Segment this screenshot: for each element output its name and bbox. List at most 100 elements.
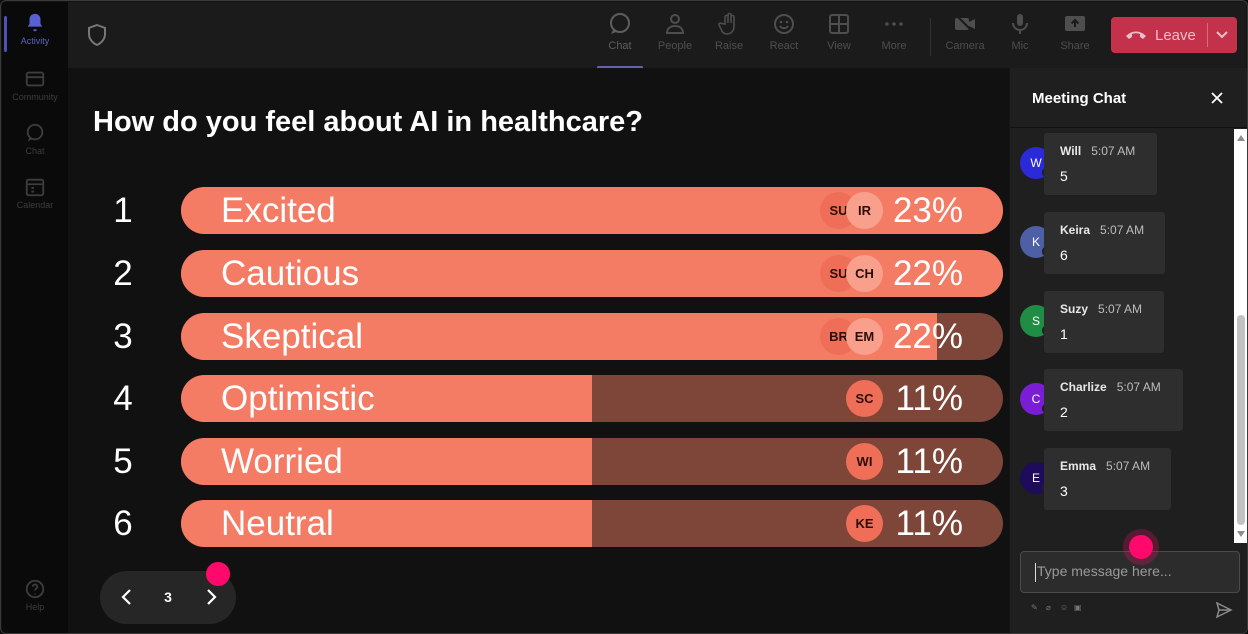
toolbar-people-button[interactable]: People [650, 12, 700, 62]
poll-option-rank: 4 [113, 378, 133, 418]
avatar-initial: S [1031, 314, 1040, 328]
poll-option-rank: 3 [113, 316, 133, 356]
chevron-down-icon[interactable] [1215, 29, 1229, 41]
attach-icon[interactable]: ⌀ [1046, 603, 1051, 612]
toolbar-share-button[interactable]: Share [1050, 12, 1100, 62]
toolbar-react-button[interactable]: React [759, 12, 809, 62]
page-number: 3 [164, 589, 172, 605]
meeting-toolbar: Chat People Raise React View More Camera [68, 2, 1246, 69]
community-icon [25, 71, 45, 87]
click-indicator-dot [1129, 535, 1153, 559]
message-sender: Keira [1060, 223, 1091, 237]
poll-option-percent: 23% [892, 190, 963, 230]
rail-item-activity[interactable]: Activity [2, 12, 68, 62]
poll-option-label: Worried [221, 441, 343, 481]
scroll-down-arrow[interactable] [1237, 531, 1245, 537]
poll-option-bar-fill [181, 500, 592, 547]
message-timestamp: 5:07 AM [1106, 459, 1151, 473]
format-icon[interactable]: ✎ [1031, 603, 1038, 612]
toolbar-label: Mic [1011, 40, 1029, 52]
message-text: 1 [1060, 326, 1068, 342]
message-text: 6 [1060, 247, 1068, 263]
message-bubble[interactable]: Will 5:07 AM 5 [1044, 133, 1157, 195]
send-icon[interactable] [1215, 601, 1233, 619]
message-sender: Suzy [1060, 302, 1089, 316]
help-icon [25, 579, 45, 599]
poll-option-percent: 22% [892, 316, 963, 356]
chat-header: Meeting Chat [1010, 68, 1247, 128]
toolbar-raise-button[interactable]: Raise [704, 12, 754, 62]
toolbar-mic-button[interactable]: Mic [995, 12, 1045, 62]
avatar-initial: C [1031, 392, 1041, 406]
poll-option-bar: Cautious SU CH 22% [181, 250, 1003, 297]
poll-option-label: Excited [221, 190, 336, 230]
voter-avatar: SC [846, 380, 883, 417]
poll-option-percent: 11% [895, 378, 963, 418]
mic-icon [1012, 14, 1028, 34]
poll-option-row: 2 Cautious SU CH 22% [93, 250, 1008, 297]
more-icon [885, 22, 903, 26]
toolbar-more-button[interactable]: More [869, 12, 919, 62]
share-icon [1065, 16, 1085, 31]
poll-option-row: 3 Skeptical BR EM 22% [93, 313, 1008, 360]
rail-item-chat[interactable]: Chat [2, 122, 68, 172]
poll-option-bar-fill [181, 438, 592, 485]
voter-avatar: IR [846, 192, 883, 229]
avatar-initial: W [1030, 156, 1042, 170]
calendar-icon [25, 178, 45, 197]
poll-option-row: 5 Worried WI 11% [93, 438, 1008, 485]
message-sender: Charlize [1060, 380, 1107, 394]
chevron-left-icon[interactable] [117, 587, 137, 607]
poll-option-bar: Excited SU IR 23% [181, 187, 1003, 234]
shield-icon[interactable] [87, 24, 107, 46]
emoji-icon[interactable]: ☺ [1060, 603, 1069, 612]
scroll-thumb[interactable] [1237, 315, 1245, 525]
message-bubble[interactable]: Emma 5:07 AM 3 [1044, 448, 1171, 510]
chat-title: Meeting Chat [1032, 90, 1127, 107]
poll-option-row: 1 Excited SU IR 23% [93, 187, 1008, 234]
poll-option-percent: 22% [892, 253, 963, 293]
voter-avatar: EM [846, 318, 883, 355]
message-bubble[interactable]: Suzy 5:07 AM 1 [1044, 291, 1164, 353]
message-text: 2 [1060, 404, 1068, 420]
message-timestamp: 5:07 AM [1116, 380, 1161, 394]
toolbar-label: Chat [608, 40, 632, 52]
chat-scrollbar[interactable] [1234, 129, 1247, 543]
toolbar-label: View [827, 40, 851, 52]
rail-item-calendar[interactable]: Calendar [2, 176, 68, 226]
rail-item-help[interactable]: Help [2, 578, 68, 628]
close-icon[interactable] [1210, 91, 1224, 105]
poll-option-rank: 5 [113, 441, 133, 481]
poll-option-bar-fill [181, 313, 938, 360]
poll-option-label: Neutral [221, 503, 334, 543]
toolbar-chat-button[interactable]: Chat [595, 12, 645, 69]
people-icon [665, 14, 685, 34]
bell-icon [27, 13, 43, 32]
toolbar-label: Camera [945, 40, 985, 52]
meeting-chat-panel: Meeting Chat W Will 5:07 AM 5 K Keira 5:07 AM 6… [1010, 68, 1247, 633]
scroll-up-arrow[interactable] [1237, 135, 1245, 141]
toolbar-label: React [769, 40, 799, 52]
poll-option-row: 4 Optimistic SC 11% [93, 375, 1008, 422]
voter-avatar: CH [846, 255, 883, 292]
leave-divider [1207, 23, 1208, 47]
toolbar-label: Raise [714, 40, 744, 52]
chevron-right-icon[interactable] [201, 587, 221, 607]
toolbar-view-button[interactable]: View [814, 12, 864, 62]
rail-item-label: Calendar [16, 200, 54, 210]
rail-item-community[interactable]: Community [2, 68, 68, 118]
message-bubble[interactable]: Charlize 5:07 AM 2 [1044, 369, 1183, 431]
leave-button[interactable]: Leave [1111, 17, 1237, 53]
chat-message-list[interactable]: W Will 5:07 AM 5 K Keira 5:07 AM 6 S Suzy 5:07 AM 1… [1010, 129, 1234, 543]
poll-option-rank: 1 [113, 190, 133, 230]
toolbar-label: People [657, 40, 693, 52]
poll-option-bar: Skeptical BR EM 22% [181, 313, 1003, 360]
app-rail: Activity Community Chat Calendar Help [2, 2, 68, 633]
message-bubble[interactable]: Keira 5:07 AM 6 [1044, 212, 1165, 274]
poll-option-label: Skeptical [221, 316, 364, 356]
gif-icon[interactable]: ▣ [1074, 603, 1082, 612]
poll-option-percent: 11% [895, 441, 963, 481]
toolbar-camera-button[interactable]: Camera [940, 12, 990, 62]
hand-icon [718, 12, 735, 35]
